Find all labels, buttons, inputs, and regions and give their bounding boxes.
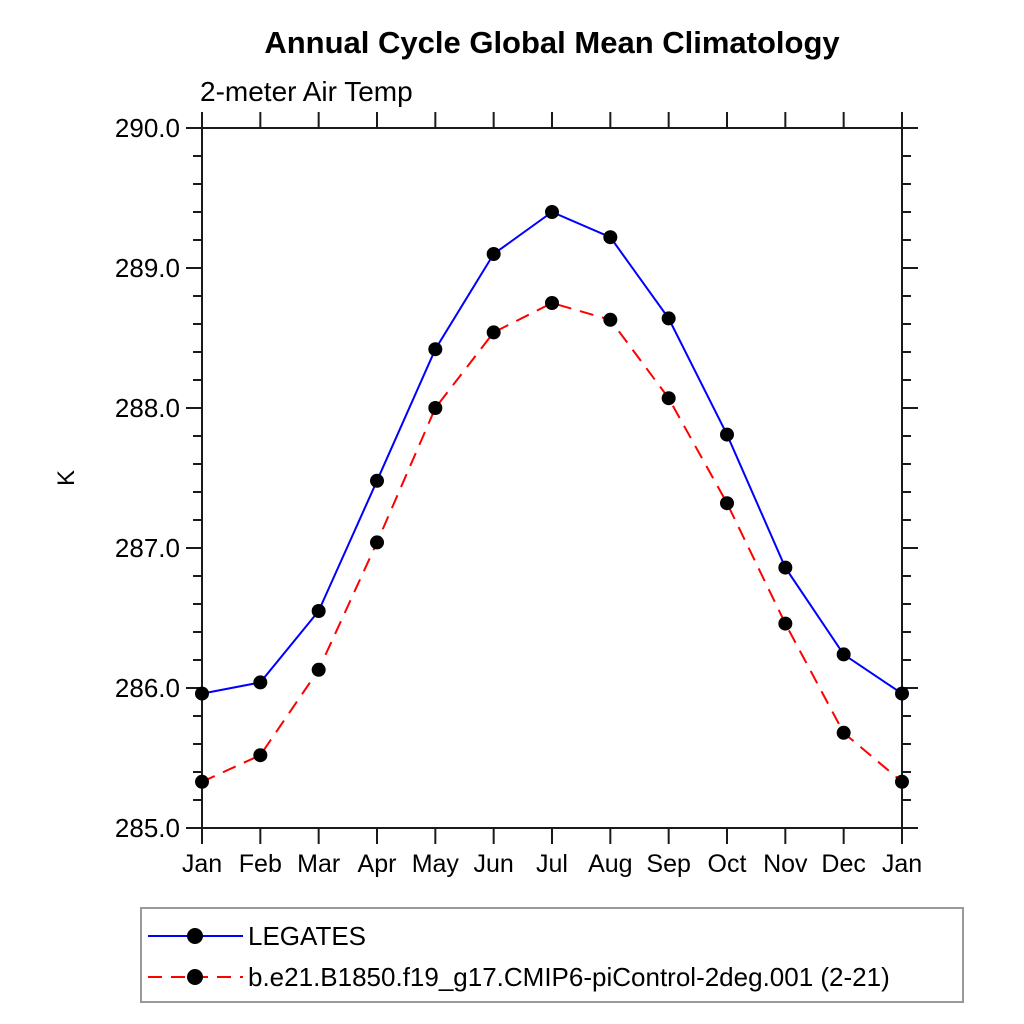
data-point-marker [311, 604, 326, 618]
legend-marker [187, 928, 203, 944]
data-point-marker [603, 230, 618, 245]
data-point-marker [253, 675, 268, 690]
data-point-marker [778, 616, 793, 631]
series-line [201, 210, 903, 695]
y-tick-label: 286.0 [115, 673, 180, 703]
data-point-marker [370, 535, 384, 550]
legend: LEGATES b.e21.B1850.f19_g17.CMIP6-piContr… [140, 907, 964, 1003]
x-tick-label: Jun [474, 850, 514, 878]
legend-label: b.e21.B1850.f19_g17.CMIP6-piControl-2deg… [248, 962, 890, 992]
axes: 285.0 286.0 287.0 288.0 289.0 290.0 Jan Feb Mar A… [115, 112, 922, 878]
x-tick-label: Mar [297, 850, 340, 878]
data-point-marker [545, 205, 559, 219]
x-tick-label: Jul [536, 850, 568, 878]
data-point-marker [836, 725, 851, 740]
data-point-marker [836, 647, 851, 662]
data-point-marker [603, 312, 618, 327]
data-point-marker [370, 473, 384, 488]
data-point-marker [486, 247, 501, 261]
data-point-marker [311, 662, 326, 677]
data-point-marker [661, 391, 676, 406]
data-point-marker [195, 686, 209, 701]
data-point-marker [545, 296, 559, 310]
data-point-marker [428, 342, 443, 357]
x-tick-label: Dec [821, 850, 865, 878]
x-tick-label: Sep [646, 850, 690, 878]
y-tick-label: 287.0 [115, 533, 180, 563]
data-point-marker [895, 686, 909, 701]
y-tick-label: 290.0 [115, 113, 180, 143]
legend-label: LEGATES [248, 921, 366, 951]
x-tick-label: Nov [763, 850, 808, 878]
data-series [195, 205, 909, 789]
data-point-marker [486, 325, 501, 340]
y-tick-label: 285.0 [115, 813, 180, 843]
data-point-marker [428, 401, 443, 415]
data-point-marker [195, 774, 209, 789]
x-tick-label: May [412, 850, 460, 878]
plot-frame [201, 127, 903, 829]
y-axis-label: K [53, 470, 80, 486]
data-point-marker [720, 496, 734, 511]
chart-subtitle: 2-meter Air Temp [200, 76, 413, 107]
series-1 [195, 296, 909, 789]
y-tick-label: 289.0 [115, 253, 180, 283]
x-tick-label: Feb [239, 850, 282, 878]
data-point-marker [895, 774, 909, 789]
series-line [201, 301, 903, 783]
data-point-marker [778, 560, 793, 575]
x-tick-label: Apr [358, 850, 397, 878]
chart-title: Annual Cycle Global Mean Climatology [264, 25, 840, 60]
y-tick-label: 288.0 [115, 393, 180, 423]
data-point-marker [253, 748, 268, 763]
legend-box [140, 907, 964, 1003]
data-point-marker [661, 311, 676, 326]
data-point-marker [720, 427, 734, 442]
x-tick-label: Jan [182, 850, 222, 878]
x-tick-label: Oct [708, 850, 747, 878]
x-tick-label: Jan [882, 850, 922, 878]
x-tick-label: Aug [588, 850, 632, 878]
legend-marker [187, 969, 203, 985]
series-0 [195, 205, 909, 701]
